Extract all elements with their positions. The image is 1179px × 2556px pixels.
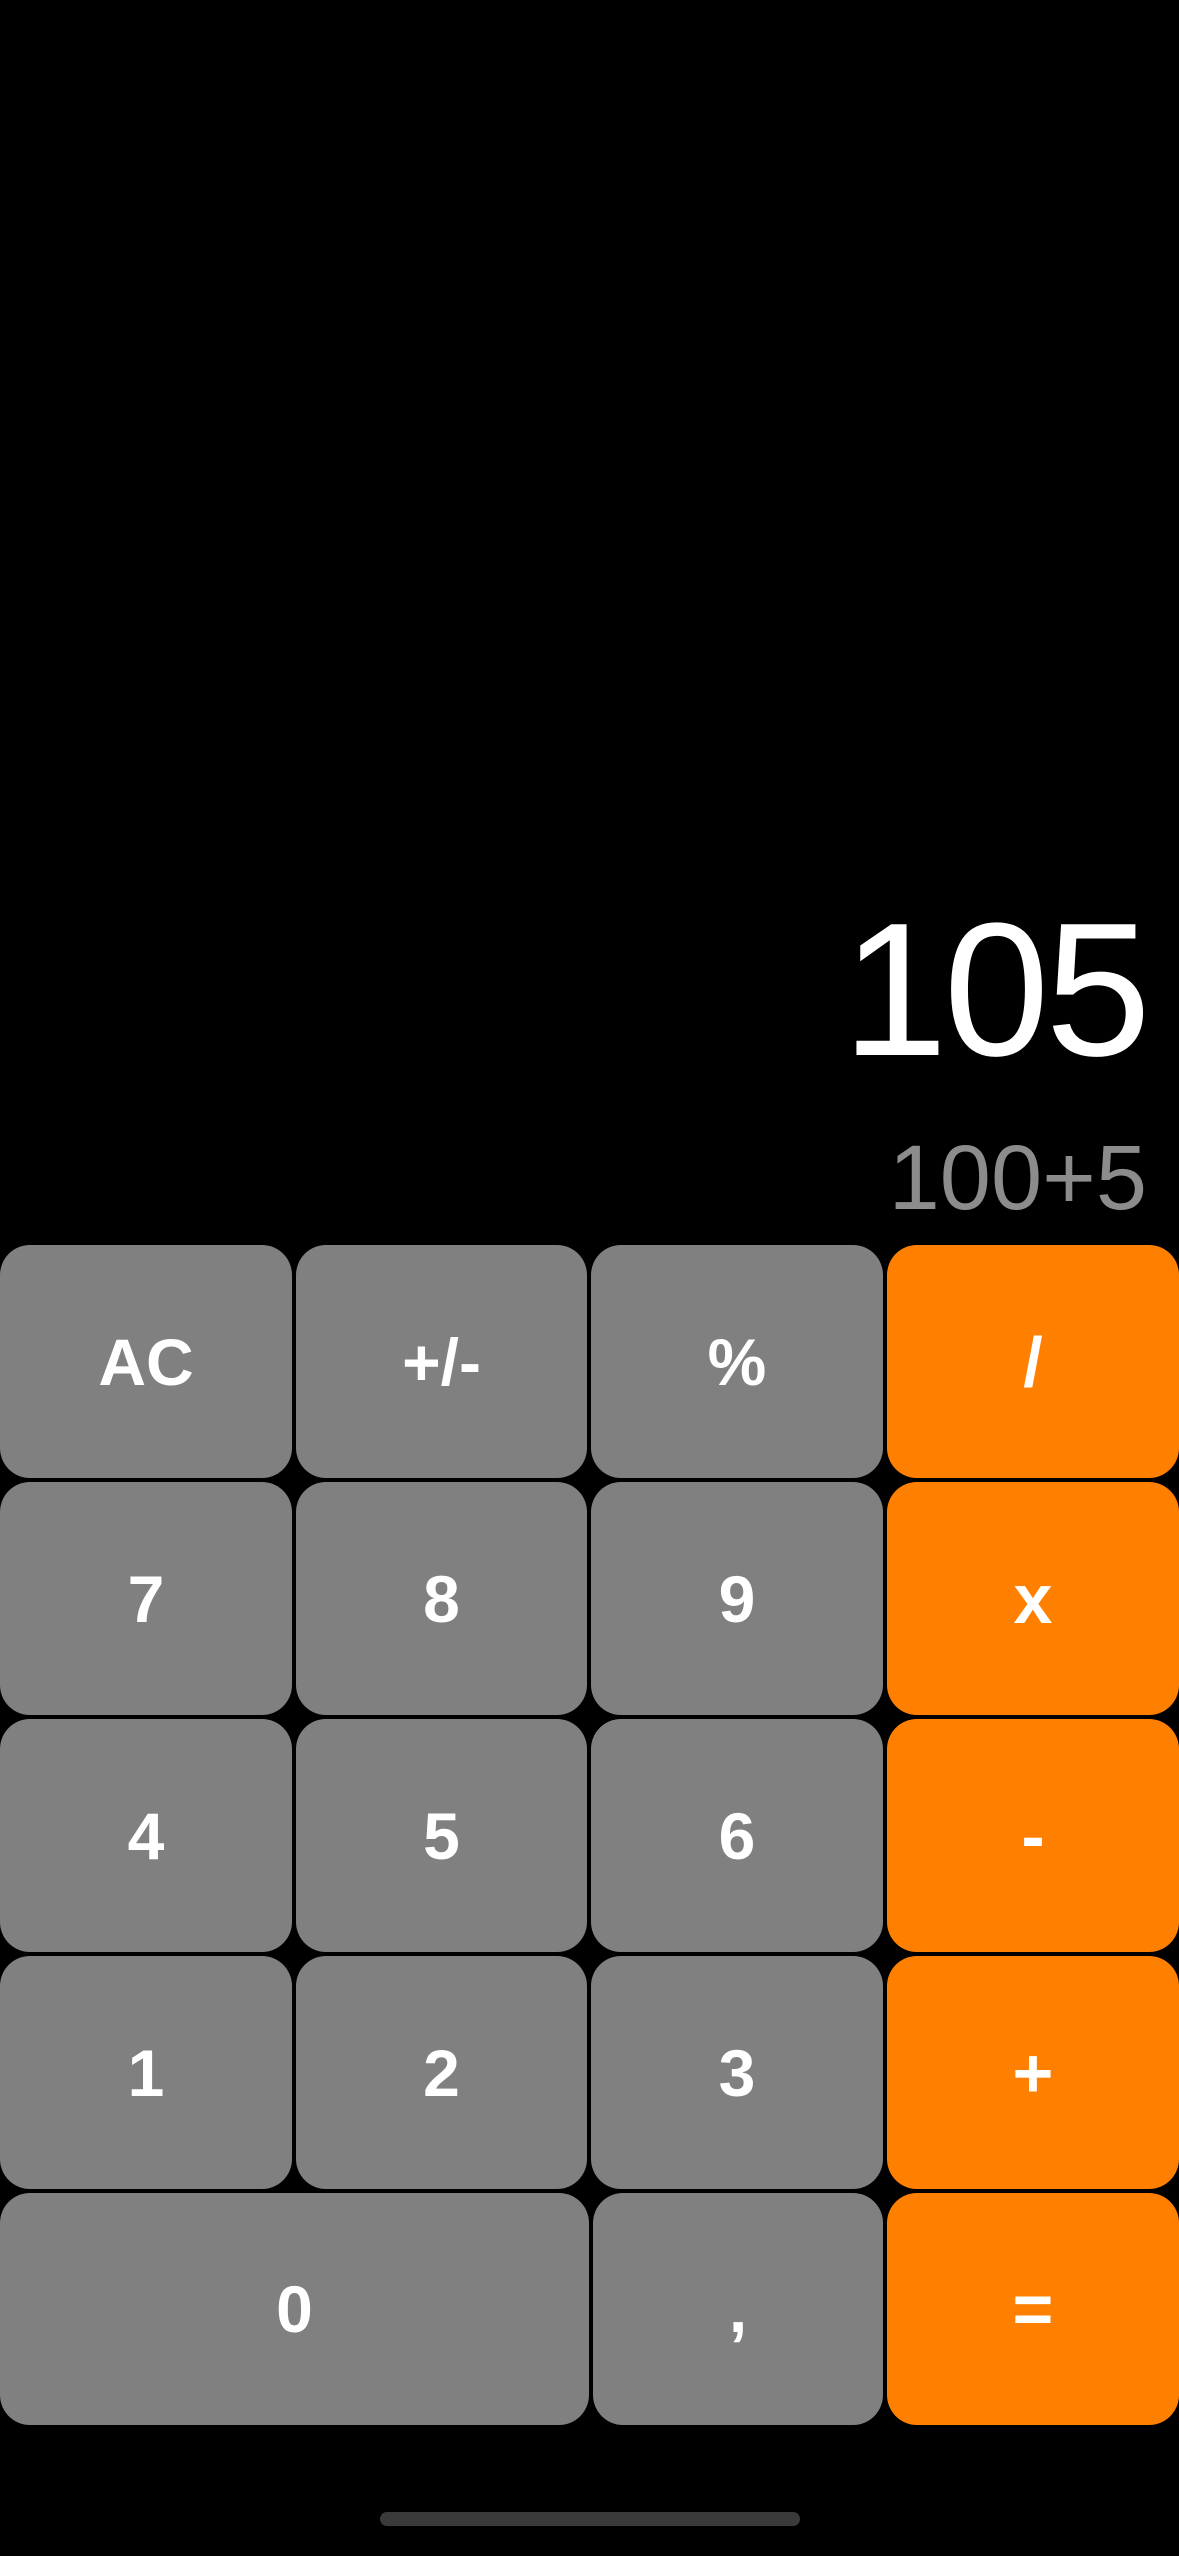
clear-button[interactable]: AC — [0, 1245, 292, 1478]
divide-button[interactable]: / — [887, 1245, 1179, 1478]
percent-button[interactable]: % — [591, 1245, 883, 1478]
digit-8-button[interactable]: 8 — [296, 1482, 587, 1715]
digit-2-button[interactable]: 2 — [296, 1956, 587, 2189]
digit-4-button[interactable]: 4 — [0, 1719, 292, 1952]
subtract-button[interactable]: - — [887, 1719, 1179, 1952]
digit-9-button[interactable]: 9 — [591, 1482, 883, 1715]
keypad: AC +/- % / 7 8 9 x 4 5 6 - 1 2 3 + 0 , = — [0, 1245, 1179, 2425]
expression-display: 100+5 — [888, 1127, 1147, 1229]
equals-button[interactable]: = — [887, 2193, 1179, 2425]
digit-0-button[interactable]: 0 — [0, 2193, 589, 2425]
sign-toggle-button[interactable]: +/- — [296, 1245, 587, 1478]
digit-7-button[interactable]: 7 — [0, 1482, 292, 1715]
digit-6-button[interactable]: 6 — [591, 1719, 883, 1952]
digit-5-button[interactable]: 5 — [296, 1719, 587, 1952]
digit-3-button[interactable]: 3 — [591, 1956, 883, 2189]
result-display: 105 — [841, 884, 1151, 1096]
multiply-button[interactable]: x — [887, 1482, 1179, 1715]
calculator-display: 105 100+5 — [0, 0, 1179, 1245]
home-indicator[interactable] — [380, 2512, 800, 2526]
digit-1-button[interactable]: 1 — [0, 1956, 292, 2189]
decimal-button[interactable]: , — [593, 2193, 883, 2425]
add-button[interactable]: + — [887, 1956, 1179, 2189]
